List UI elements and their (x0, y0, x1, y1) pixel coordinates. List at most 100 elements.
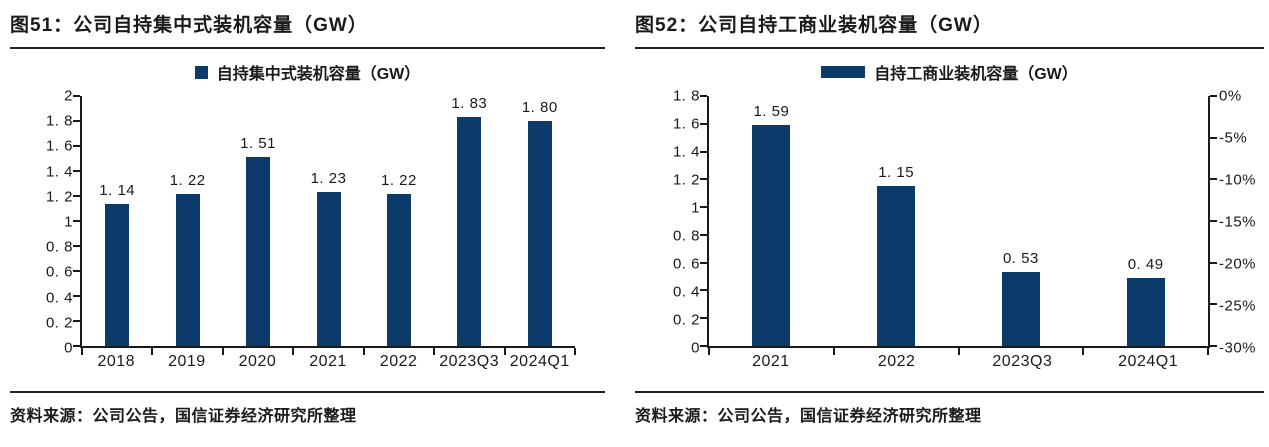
bar-value-label: 1. 80 (521, 99, 558, 116)
bar (386, 193, 411, 346)
y-axis-tick (73, 95, 80, 97)
bar (175, 193, 200, 346)
y-axis-tick-label: 0. 2 (45, 314, 73, 332)
secondary-y-tick (1210, 178, 1217, 181)
figure-51-title: 图51：公司自持集中式装机容量（GW） (10, 8, 605, 49)
x-axis-tick (574, 348, 576, 355)
y-axis-tick (700, 317, 707, 320)
y-axis-tick-label: 1. 6 (672, 115, 700, 133)
secondary-y-tick (1210, 220, 1217, 222)
bar (316, 192, 341, 346)
y-axis: 1. 8 1. 6 1. 4 1. 2 1 0. 8 0. 6 0. 4 0. 2 0 (661, 89, 707, 356)
y-axis-tick (700, 345, 707, 347)
x-axis-label: 2023Q3 (439, 352, 500, 370)
x-axis-tick (81, 348, 83, 355)
x-axis-label: 2024Q1 (1118, 352, 1179, 370)
y-axis-tick-label: 2 (64, 87, 73, 105)
bar-value-label: 1. 83 (451, 95, 488, 113)
x-axis-label: 2018 (97, 352, 136, 370)
secondary-y-tick-label: -30% (1219, 339, 1257, 357)
y-axis-tick (73, 195, 80, 197)
secondary-y-tick-label: -25% (1219, 297, 1257, 315)
bar (527, 121, 552, 346)
secondary-y-tick (1210, 95, 1217, 97)
y-axis-tick-label: 0. 6 (45, 263, 73, 281)
chart-plot-row: 2 1. 8 1. 6 1. 4 1. 2 1 0. 8 0. 6 0. 4 0. 2 0 1. 14… (34, 89, 576, 356)
bar-value-label: 1. 59 (753, 103, 790, 121)
secondary-y-tick (1210, 345, 1217, 347)
y-axis-tick (700, 261, 707, 264)
x-axis-tick (957, 348, 960, 355)
x-axis-tick (1082, 348, 1085, 355)
y-axis-tick-label: 0. 6 (672, 255, 700, 273)
bar-value-label: 1. 22 (380, 171, 417, 189)
y-axis-tick-label: 0. 4 (45, 289, 73, 307)
secondary-y-tick-label: -15% (1219, 213, 1257, 231)
y-axis-tick (73, 270, 80, 272)
bar-value-label: 1. 51 (240, 135, 276, 153)
x-axis-tick (292, 348, 295, 355)
plot-area: 1. 59 1. 15 0. 53 0. 49 (700, 95, 1217, 355)
x-axis-labels: 2018 2019 2020 2021 2022 2023Q3 2024Q1 (34, 348, 575, 375)
x-axis-label: 2019 (168, 352, 206, 370)
figure-51-legend: 自持集中式装机容量（GW） (10, 62, 605, 83)
secondary-y-tick (1210, 136, 1217, 139)
y-axis-tick-label: 0 (64, 339, 73, 357)
bar (1001, 272, 1040, 346)
x-axis-tick (433, 348, 436, 355)
x-axis-label: 2021 (752, 352, 790, 370)
y-axis-tick-label: 1. 4 (672, 143, 700, 161)
secondary-y-axis: 0% -5% -10% -15% -20% -25% -30% (1210, 89, 1264, 356)
y-axis-tick-label: 0. 2 (672, 311, 700, 329)
y-axis-tick (700, 150, 707, 153)
y-axis-tick (73, 145, 80, 147)
figure-51-source: 资料来源：公司公告，国信证券经济研究所整理 (10, 408, 357, 425)
y-axis-tick-label: 1. 2 (672, 171, 700, 189)
secondary-y-tick-label: 0% (1219, 87, 1242, 105)
secondary-y-tick (1210, 303, 1217, 306)
x-axis-tick (362, 348, 365, 355)
bar-value-label: 1. 14 (99, 181, 136, 199)
bar-value-label: 1. 15 (878, 164, 915, 182)
x-axis-label: 2020 (238, 352, 277, 370)
x-axis-label: 2021 (309, 352, 347, 370)
y-axis-tick-label: 1. 4 (45, 163, 73, 181)
y-axis-tick-label: 0. 8 (45, 238, 73, 256)
y-axis-tick-label: 1. 6 (45, 137, 73, 155)
bar (877, 186, 916, 346)
y-axis-tick-label: 1. 2 (45, 188, 73, 206)
figure-52-bar-chart: 1. 8 1. 6 1. 4 1. 2 1 0. 8 0. 6 0. 4 0. 2 0 1. 59 1… (635, 82, 1264, 375)
y-axis: 2 1. 8 1. 6 1. 4 1. 2 1 0. 8 0. 6 0. 4 0. 2 0 (34, 89, 80, 356)
y-axis-tick-label: 0. 4 (672, 283, 700, 301)
y-axis-tick (73, 295, 80, 297)
y-axis-tick-label: 1 (691, 199, 700, 217)
y-axis-tick-label: 0. 8 (672, 227, 700, 245)
x-axis-label: 2022 (379, 352, 418, 370)
y-axis-tick (73, 245, 80, 247)
y-axis-tick-label: 1. 8 (45, 112, 73, 130)
x-axis-label: 2023Q3 (992, 352, 1053, 370)
y-axis-tick (73, 220, 80, 222)
y-axis-tick (700, 233, 707, 236)
chart-plot-row: 1. 8 1. 6 1. 4 1. 2 1 0. 8 0. 6 0. 4 0. 2 0 1. 59 1… (661, 89, 1264, 356)
figure-52-source: 资料来源：公司公告，国信证券经济研究所整理 (635, 408, 982, 425)
figure-52-panel: 图52：公司自持工商业装机容量（GW） 自持工商业装机容量（GW） 1. 8 1.… (635, 8, 1264, 447)
legend-label: 自持工商业装机容量（GW） (874, 66, 1078, 83)
bar-value-label: 1. 23 (310, 170, 347, 188)
y-axis-tick-label: 1. 8 (672, 87, 700, 105)
x-axis-tick (503, 348, 506, 355)
figure-52-title: 图52：公司自持工商业装机容量（GW） (635, 8, 1264, 49)
y-axis-tick (73, 320, 80, 322)
figure-52-legend: 自持工商业装机容量（GW） (635, 62, 1264, 83)
x-axis-tick (708, 348, 710, 355)
bar (246, 157, 271, 346)
bar-value-label: 1. 22 (169, 171, 206, 189)
y-axis-tick (73, 345, 80, 347)
x-axis-tick (832, 348, 835, 355)
plot-area: 1. 14 1. 22 1. 51 1. 23 1. 22 1. 83 1. 80 (73, 95, 576, 355)
y-axis-tick-label: 0 (691, 339, 700, 357)
secondary-y-tick-label: -20% (1219, 255, 1257, 273)
figure-51-bar-chart: 2 1. 8 1. 6 1. 4 1. 2 1 0. 8 0. 6 0. 4 0. 2 0 1. 14… (10, 82, 605, 375)
y-axis-tick (73, 120, 80, 122)
